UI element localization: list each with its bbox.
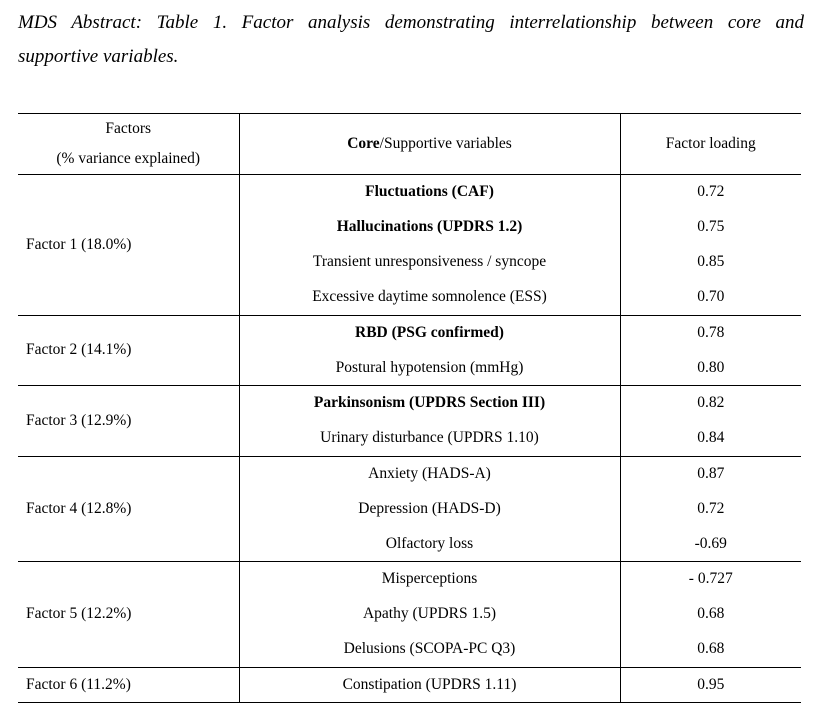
supportive-variable: Apathy (UPDRS 1.5) [239,596,621,632]
table-row: Depression (HADS-D) 0.72 [18,491,801,527]
factor-label: Factor 6 (11.2%) [18,667,240,703]
factor-loading-value: 0.68 [620,631,801,668]
header-variables-rest: /Supportive variables [379,135,512,152]
factor-loading-value: 0.72 [697,499,725,517]
table-caption: MDS Abstract: Table 1. Factor analysis d… [18,6,804,74]
caption-line-1: MDS Abstract: Table 1. Factor analysis d… [18,12,804,33]
caption-line-2: supportive variables. [18,46,179,67]
factor-loading-value: 0.75 [697,218,725,236]
supportive-variable: Delusions (SCOPA-PC Q3) [239,631,621,668]
factor-loading-value: - 0.727 [688,570,733,588]
factor-loading-value: 0.78 [697,324,725,342]
factor-label: Factor 3 (12.9%) [18,385,240,457]
supportive-variable: Transient unresponsiveness / syncope [239,244,621,281]
table-row: Transient unresponsiveness / syncope 0.85 [18,244,801,281]
supportive-variable: Postural hypotension (mmHg) [239,350,621,387]
table-row: Factor 3 (12.9%) Parkinsonism (UPDRS Sect… [18,385,801,457]
supportive-variable: Depression (HADS-D) [239,491,621,527]
header-factors: Factors (% variance explained) [18,113,240,175]
table-body: Factor 1 (18.0%) Fluctuations (CAF) 0.72 Ha… [18,174,801,703]
factor-analysis-table: Factors (% variance explained) Core/Supp… [18,113,801,703]
header-factors-line1: Factors [105,120,152,137]
factor-label: Factor 2 (14.1%) [18,315,240,387]
factor-label: Factor 4 (12.8%) [18,456,240,563]
table-row: Factor 1 (18.0%) Fluctuations (CAF) 0.72 [18,174,801,316]
supportive-variable: Excessive daytime somnolence (ESS) [239,280,621,316]
supportive-variable: Anxiety (HADS-A) [239,456,621,492]
factor-loading-value: 0.95 [620,667,801,703]
table-row: Olfactory loss -0.69 [18,526,801,563]
supportive-variable: Misperceptions [239,561,621,597]
table-row: Hallucinations (UPDRS 1.2) 0.75 [18,209,801,245]
table-row: Delusions (SCOPA-PC Q3) 0.68 [18,631,801,668]
table-row: Excessive daytime somnolence (ESS) 0.70 [18,280,801,316]
factor-label: Factor 5 (12.2%) [18,561,240,668]
factor-loading-value: 0.87 [697,464,725,482]
factor-loading-value: 0.82 [697,394,725,412]
supportive-variable: Olfactory loss [239,526,621,563]
factor-loading-value: 0.85 [697,253,725,271]
header-loading: Factor loading [620,113,801,175]
table-row: Apathy (UPDRS 1.5) 0.68 [18,596,801,632]
header-variables-core: Core [347,135,380,152]
supportive-variable: Constipation (UPDRS 1.11) [239,667,621,703]
table-row: Factor 2 (14.1%) RBD (PSG confirmed) 0.78 [18,315,801,387]
core-variable: Fluctuations (CAF) [239,174,621,210]
factor-loading-value: 0.80 [620,350,801,387]
factor-label: Factor 1 (18.0%) [18,174,240,316]
core-variable: Parkinsonism (UPDRS Section III) [239,385,621,421]
factor-loading-value: 0.68 [697,605,725,623]
table-row: Postural hypotension (mmHg) 0.80 [18,350,801,387]
header-factors-line2: (% variance explained) [56,150,201,167]
table-row: Factor 6 (11.2%) Constipation (UPDRS 1.11… [18,667,801,703]
header-variables: Core/Supportive variables [239,113,621,175]
factor-loading-value: 0.72 [697,183,725,201]
table-row: Factor 4 (12.8%) Anxiety (HADS-A) 0.87 [18,456,801,563]
factor-loading-value: 0.84 [620,420,801,457]
factor-loading-value: 0.70 [620,280,801,316]
core-variable: RBD (PSG confirmed) [239,315,621,351]
core-variable: Hallucinations (UPDRS 1.2) [239,209,621,245]
table-row: Urinary disturbance (UPDRS 1.10) 0.84 [18,420,801,457]
header-row: Factors (% variance explained) Core/Supp… [18,113,801,175]
table-row: Factor 5 (12.2%) Misperceptions - 0.727 [18,561,801,668]
factor-loading-value: -0.69 [620,526,801,563]
supportive-variable: Urinary disturbance (UPDRS 1.10) [239,420,621,457]
